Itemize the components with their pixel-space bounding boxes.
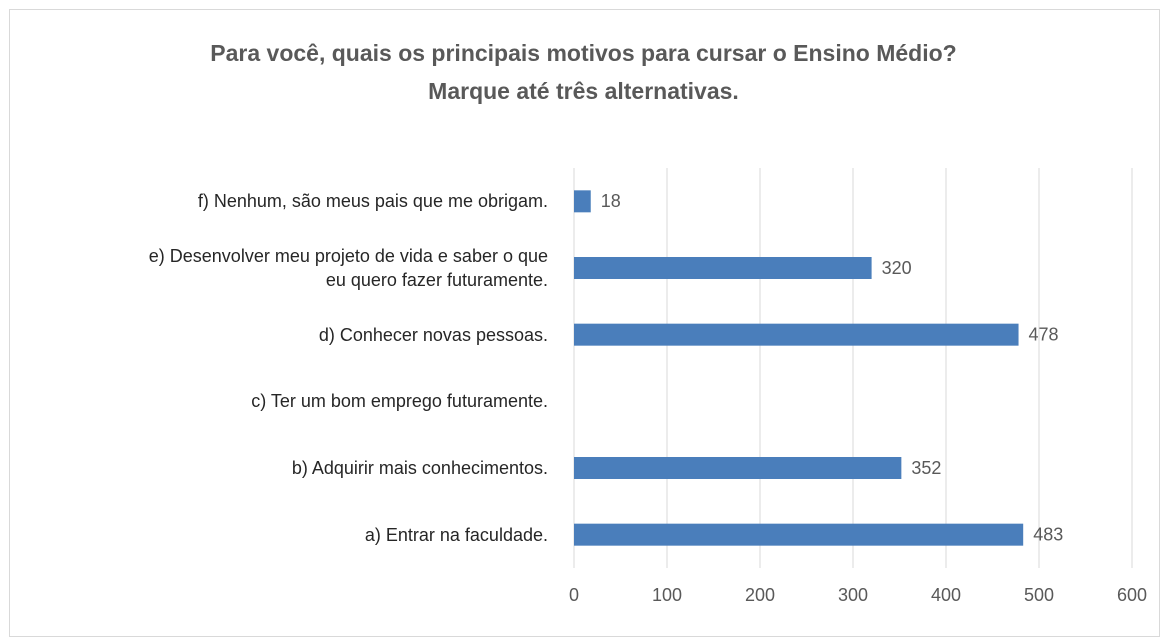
bar <box>574 323 1019 346</box>
value-label: 478 <box>1029 324 1059 344</box>
x-tick-label: 600 <box>1117 585 1147 605</box>
value-label: 18 <box>601 191 621 211</box>
x-tick-label: 400 <box>931 585 961 605</box>
chart-border <box>9 9 1160 637</box>
bar <box>574 257 872 279</box>
y-tick-label: a) Entrar na faculdade. <box>364 524 548 545</box>
x-tick-label: 500 <box>1024 585 1054 605</box>
chart-title: Para você, quais os principais motivos p… <box>210 40 957 66</box>
x-tick-label: 100 <box>652 585 682 605</box>
bar <box>574 190 591 213</box>
x-tick-label: 200 <box>745 585 775 605</box>
value-label: 320 <box>882 258 912 278</box>
value-label: 352 <box>911 458 941 478</box>
y-tick-label: b) Adquirir mais conhecimentos. <box>291 458 548 478</box>
value-label: 483 <box>1033 524 1063 544</box>
y-tick-label: c) Ter um bom emprego futuramente. <box>251 391 548 412</box>
y-tick-label: f) Nenhum, são meus pais que me obrigam. <box>197 191 548 212</box>
chart-title: Marque até três alternativas. <box>428 78 739 104</box>
bar <box>574 523 1024 546</box>
x-tick-label: 300 <box>838 585 868 605</box>
y-tick-label: d) Conhecer novas pessoas. <box>318 324 548 345</box>
x-tick-label: 0 <box>569 585 579 605</box>
bar <box>574 457 902 479</box>
y-tick-label: e) Desenvolver meu projeto de vida e sab… <box>148 246 548 290</box>
